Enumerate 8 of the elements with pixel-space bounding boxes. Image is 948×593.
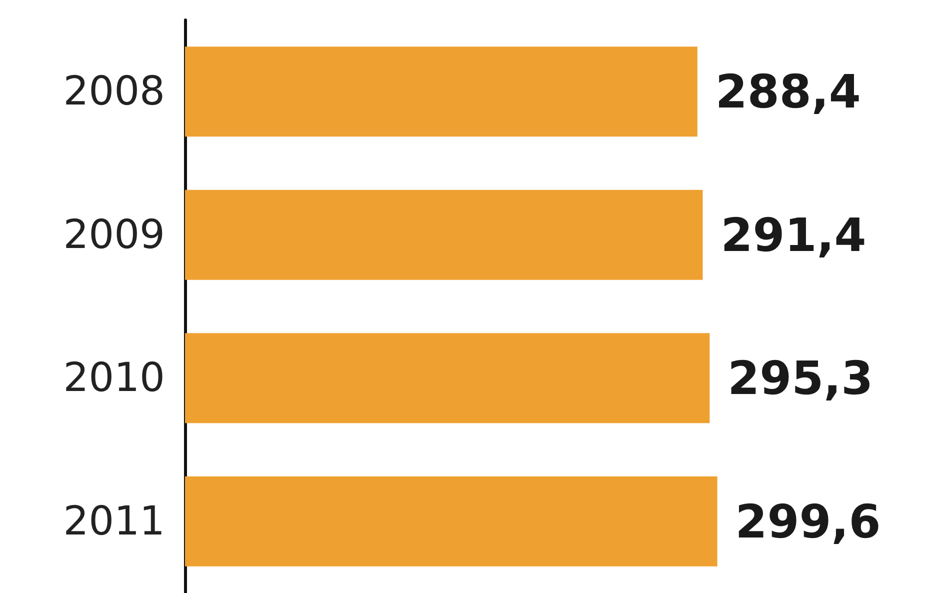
- y-tick-label: 2008: [63, 68, 165, 115]
- y-tick-label: 2011: [63, 498, 165, 544]
- data-label: 288,4: [715, 64, 861, 119]
- y-tick-label: 2009: [63, 212, 165, 258]
- data-label: 295,3: [728, 351, 874, 406]
- data-label: 291,4: [720, 208, 866, 262]
- data-label: 299,6: [735, 494, 881, 548]
- y-tick-label: 2010: [63, 355, 165, 402]
